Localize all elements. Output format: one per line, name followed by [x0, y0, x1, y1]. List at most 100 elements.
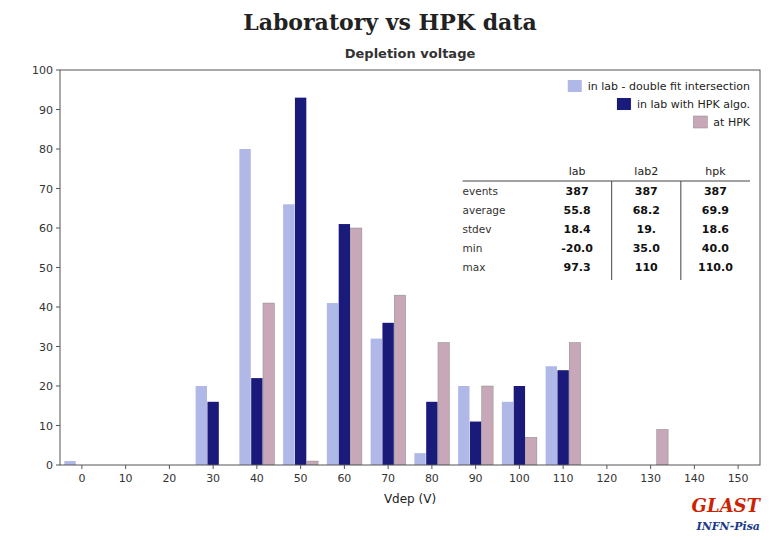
y-tick [56, 149, 60, 150]
y-tick-label: 80 [39, 143, 53, 156]
y-tick [56, 70, 60, 71]
y-tick-label: 20 [39, 380, 53, 393]
table-cell: 110.0 [698, 261, 733, 274]
y-tick [56, 267, 60, 268]
table-cell: 69.9 [702, 204, 729, 217]
bar [414, 453, 425, 465]
y-tick [56, 307, 60, 308]
x-tick [169, 465, 170, 469]
x-tick-label: 10 [119, 472, 133, 485]
bar [394, 295, 405, 465]
bar [327, 303, 338, 465]
table-cell: 19. [637, 223, 657, 236]
legend-swatch [568, 80, 582, 92]
stats-table: lablab2hpkevents387387387average55.868.2… [463, 165, 751, 280]
x-tick [650, 465, 651, 469]
x-tick [563, 465, 564, 469]
table-cell: 387 [704, 185, 727, 198]
y-tick-label: 90 [39, 104, 53, 117]
bar [514, 386, 525, 465]
annotation: INFN-Pisa [696, 520, 760, 533]
chart: Laboratory vs HPK data Depletion voltage 0… [0, 0, 780, 540]
x-tick [694, 465, 695, 469]
bar [371, 339, 382, 465]
subtitle: Depletion voltage [345, 46, 476, 61]
legend-label: in lab - double fit intersection [588, 80, 750, 93]
table-cell: 110 [635, 261, 658, 274]
table-cell: 18.4 [564, 223, 591, 236]
x-tick [213, 465, 214, 469]
bar [251, 378, 262, 465]
bar [64, 461, 75, 465]
x-tick-label: 20 [162, 472, 176, 485]
x-tick-label: 30 [206, 472, 220, 485]
y-tick [56, 386, 60, 387]
legend-swatch [693, 116, 707, 128]
x-axis-label: Vdep (V) [384, 492, 436, 506]
table-cell: 387 [635, 185, 658, 198]
x-tick-label: 80 [425, 472, 439, 485]
table-header: lab2 [634, 165, 658, 178]
x-tick-label: 140 [684, 472, 705, 485]
bar [482, 386, 493, 465]
bar [569, 343, 580, 465]
annotation: GLAST [692, 495, 762, 516]
x-tick [300, 465, 301, 469]
table-cell: 97.3 [564, 261, 591, 274]
x-tick-label: 120 [596, 472, 617, 485]
table-rule [463, 181, 751, 182]
y-tick-label: 70 [39, 183, 53, 196]
table-cell: 18.6 [702, 223, 729, 236]
table-cell: 35.0 [633, 242, 660, 255]
table-cell: 387 [566, 185, 589, 198]
y-tick [56, 465, 60, 466]
bar [339, 224, 350, 465]
x-tick-label: 0 [78, 472, 85, 485]
y-tick-label: 30 [39, 341, 53, 354]
x-tick [388, 465, 389, 469]
legend: in lab - double fit intersection in lab w… [568, 80, 751, 129]
bar [382, 323, 393, 465]
legend-swatch [617, 98, 631, 110]
bar [307, 461, 318, 465]
plot-frame [60, 70, 760, 465]
x-tick [344, 465, 345, 469]
y-tick [56, 188, 60, 189]
x-tick-label: 40 [250, 472, 264, 485]
y-tick-label: 40 [39, 301, 53, 314]
table-header: lab [569, 165, 586, 178]
bar [426, 402, 437, 465]
title: Laboratory vs HPK data [243, 9, 537, 35]
x-tick [475, 465, 476, 469]
bar [657, 429, 668, 465]
bar [458, 386, 469, 465]
x-tick-label: 150 [728, 472, 749, 485]
x-tick [519, 465, 520, 469]
x-tick [606, 465, 607, 469]
x-tick [81, 465, 82, 469]
x-tick-label: 70 [381, 472, 395, 485]
table-row-label: max [463, 261, 486, 273]
y-tick [56, 228, 60, 229]
bar [263, 303, 274, 465]
bar [283, 204, 294, 465]
table-cell: 40.0 [702, 242, 729, 255]
table-divider [611, 181, 612, 280]
table-header: hpk [705, 165, 726, 178]
x-tick-label: 110 [553, 472, 574, 485]
bars [64, 98, 668, 465]
bar [239, 149, 250, 465]
bar [470, 422, 481, 465]
y-tick-label: 0 [46, 459, 53, 472]
legend-label: in lab with HPK algo. [637, 98, 750, 111]
x-tick-label: 130 [640, 472, 661, 485]
x-tick-label: 100 [509, 472, 530, 485]
bar [557, 370, 568, 465]
x-tick-label: 50 [294, 472, 308, 485]
y-tick [56, 109, 60, 110]
table-divider [680, 181, 681, 280]
table-cell: 55.8 [564, 204, 591, 217]
bar [351, 228, 362, 465]
x-tick [431, 465, 432, 469]
bar [526, 437, 537, 465]
